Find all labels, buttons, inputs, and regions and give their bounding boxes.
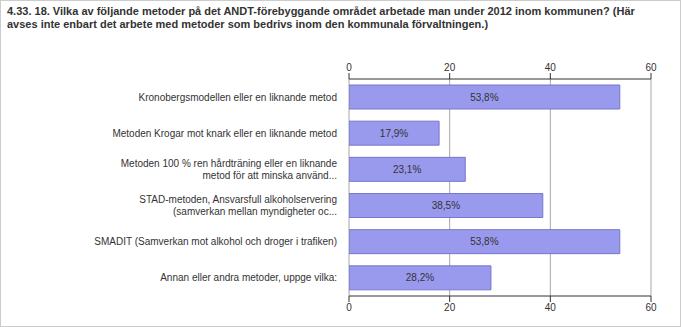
svg-text:0: 0 [346, 62, 352, 73]
html-text:4.33. 18. Vilka av följande me: 4.33. 18. Vilka av följande metoder på d… [7, 5, 635, 30]
svg-text:17,9%: 17,9% [380, 128, 408, 139]
svg-text:20: 20 [444, 302, 456, 313]
svg-text:40: 40 [545, 62, 557, 73]
svg-text:Kronobergsmodellen eller en li: Kronobergsmodellen eller en liknande met… [139, 92, 337, 103]
svg-text:20: 20 [444, 62, 456, 73]
svg-text:28,2%: 28,2% [406, 272, 434, 283]
svg-text:38,5%: 38,5% [432, 200, 460, 211]
svg-text:Metoden 100 % ren hårdträning: Metoden 100 % ren hårdträning eller en l… [121, 158, 338, 181]
svg-text:60: 60 [645, 62, 657, 73]
svg-text:0: 0 [346, 302, 352, 313]
svg-text:STAD-metoden, Ansvarsfull alko: STAD-metoden, Ansvarsfull alkoholserveri… [139, 194, 337, 217]
svg-text:SMADIT (Samverkan mot alkohol: SMADIT (Samverkan mot alkohol och droger… [94, 236, 337, 247]
svg-text:53,8%: 53,8% [470, 236, 498, 247]
svg-text:40: 40 [545, 302, 557, 313]
svg-text:Annan eller andra metoder, upp: Annan eller andra metoder, uppge vilka: [160, 272, 337, 283]
svg-text:23,1%: 23,1% [393, 164, 421, 175]
svg-text:53,8%: 53,8% [470, 92, 498, 103]
svg-text:60: 60 [645, 302, 657, 313]
svg-text:Metoden Krogar mot knark eller: Metoden Krogar mot knark eller en liknan… [112, 128, 337, 139]
